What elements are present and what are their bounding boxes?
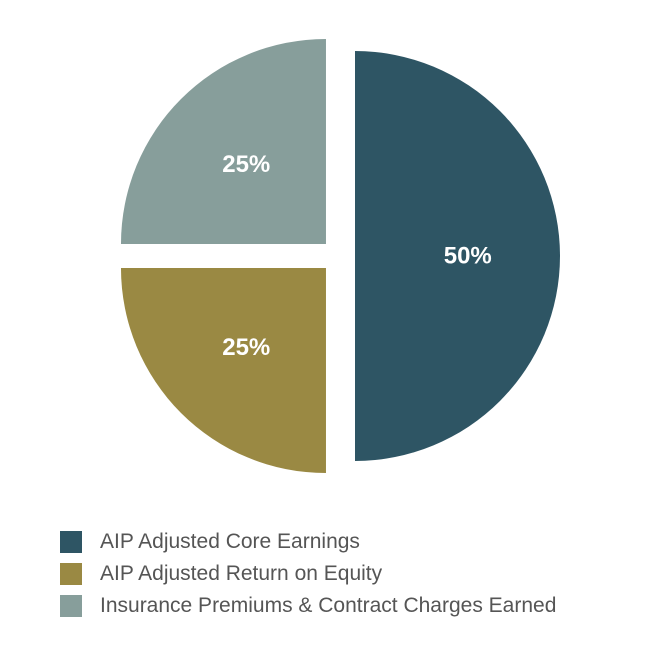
pie-slice-insurance-premiums — [120, 38, 326, 244]
legend-swatch-return-on-equity — [60, 563, 82, 585]
legend-label-return-on-equity: AIP Adjusted Return on Equity — [100, 562, 383, 585]
legend: AIP Adjusted Core Earnings AIP Adjusted … — [60, 526, 556, 622]
slice-label-core-earnings: 50% — [444, 243, 492, 270]
slice-label-return-on-equity: 25% — [222, 334, 270, 361]
legend-item-insurance-premiums: Insurance Premiums & Contract Charges Ea… — [60, 590, 556, 622]
pie-slice-return-on-equity — [120, 268, 326, 474]
pie-chart: 50% 25% 25% — [120, 38, 560, 474]
legend-item-core-earnings: AIP Adjusted Core Earnings — [60, 526, 556, 558]
legend-swatch-insurance-premiums — [60, 595, 82, 617]
slice-label-insurance-premiums: 25% — [222, 151, 270, 178]
legend-swatch-core-earnings — [60, 531, 82, 553]
legend-label-core-earnings: AIP Adjusted Core Earnings — [100, 530, 360, 553]
legend-label-insurance-premiums: Insurance Premiums & Contract Charges Ea… — [100, 594, 557, 617]
pie-slice-core-earnings — [355, 51, 560, 461]
legend-item-return-on-equity: AIP Adjusted Return on Equity — [60, 558, 556, 590]
